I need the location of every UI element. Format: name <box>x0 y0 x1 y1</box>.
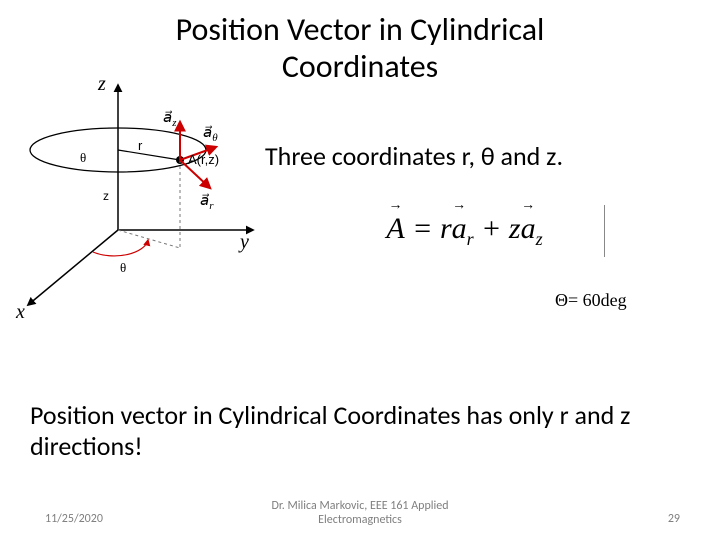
eq-t2s: z <box>536 229 543 249</box>
eq-eq: = <box>405 212 440 245</box>
svg-text:r: r <box>138 138 143 153</box>
conclusion-text: Position vector in Cylindrical Coordinat… <box>30 400 690 462</box>
theta-value-note: Θ= 60deg <box>555 290 627 311</box>
subtitle-prefix: Three coordinates r, <box>265 140 481 172</box>
svg-text:a⃗r: a⃗r <box>200 193 214 212</box>
eq-t1s: r <box>467 229 474 249</box>
svg-text:θ: θ <box>80 150 86 165</box>
position-vector-equation: A = rar + zaz <box>325 205 605 257</box>
title-line1: Position Vector in Cylindrical <box>176 10 545 49</box>
coordinates-text: Three coordinates r, θ and z. <box>265 140 563 172</box>
eq-plus: + <box>474 212 509 245</box>
footer-center-l2: Electromagnetics <box>318 513 402 527</box>
svg-text:y: y <box>238 231 249 253</box>
footer-author: Dr. Milica Markovic, EEE 161 Applied Ele… <box>0 500 720 528</box>
svg-text:A(r,z): A(r,z) <box>188 152 219 167</box>
cylindrical-diagram: z y x z r θ θ A(r,z) a⃗z a⃗θ a⃗r <box>8 70 268 320</box>
svg-text:z: z <box>103 189 109 203</box>
svg-text:z: z <box>97 73 106 95</box>
eq-t1c: r <box>440 212 452 245</box>
subtitle-suffix: and z. <box>495 140 563 172</box>
eq-t2c: z <box>509 212 521 245</box>
svg-text:θ: θ <box>120 260 126 275</box>
eq-t2v: a <box>521 212 536 246</box>
svg-text:x: x <box>15 301 25 320</box>
theta-symbol: θ <box>481 140 495 172</box>
eq-lhs: A <box>386 212 404 246</box>
svg-text:a⃗z: a⃗z <box>163 110 177 129</box>
footer-center-l1: Dr. Milica Markovic, EEE 161 Applied <box>271 499 448 513</box>
title-line2: Coordinates <box>282 47 438 86</box>
svg-text:a⃗θ: a⃗θ <box>203 125 218 144</box>
footer-page-number: 29 <box>668 512 680 526</box>
slide-footer: 11/25/2020 Dr. Milica Markovic, EEE 161 … <box>0 498 720 528</box>
eq-t1v: a <box>452 212 467 246</box>
